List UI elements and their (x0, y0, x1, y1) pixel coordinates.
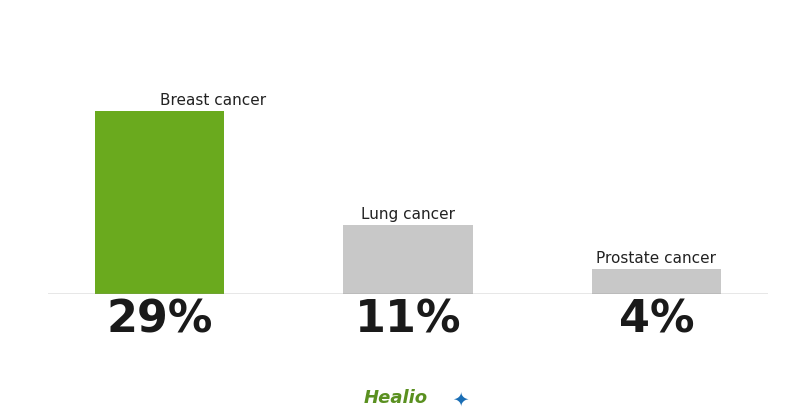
Bar (343, 225, 473, 294)
Text: Breast cancer: Breast cancer (160, 93, 266, 108)
Bar (592, 269, 721, 294)
Text: Healio: Healio (364, 389, 428, 407)
Text: Increases in total mean costs per patient from 2009 to 2016: Increases in total mean costs per patien… (82, 23, 718, 42)
Text: 4%: 4% (618, 298, 694, 341)
Text: Prostate cancer: Prostate cancer (596, 251, 716, 266)
Text: Lung cancer: Lung cancer (361, 207, 455, 222)
Text: ✦: ✦ (452, 391, 468, 410)
Bar (95, 111, 224, 294)
Text: 11%: 11% (354, 298, 462, 341)
Text: 29%: 29% (106, 298, 213, 341)
